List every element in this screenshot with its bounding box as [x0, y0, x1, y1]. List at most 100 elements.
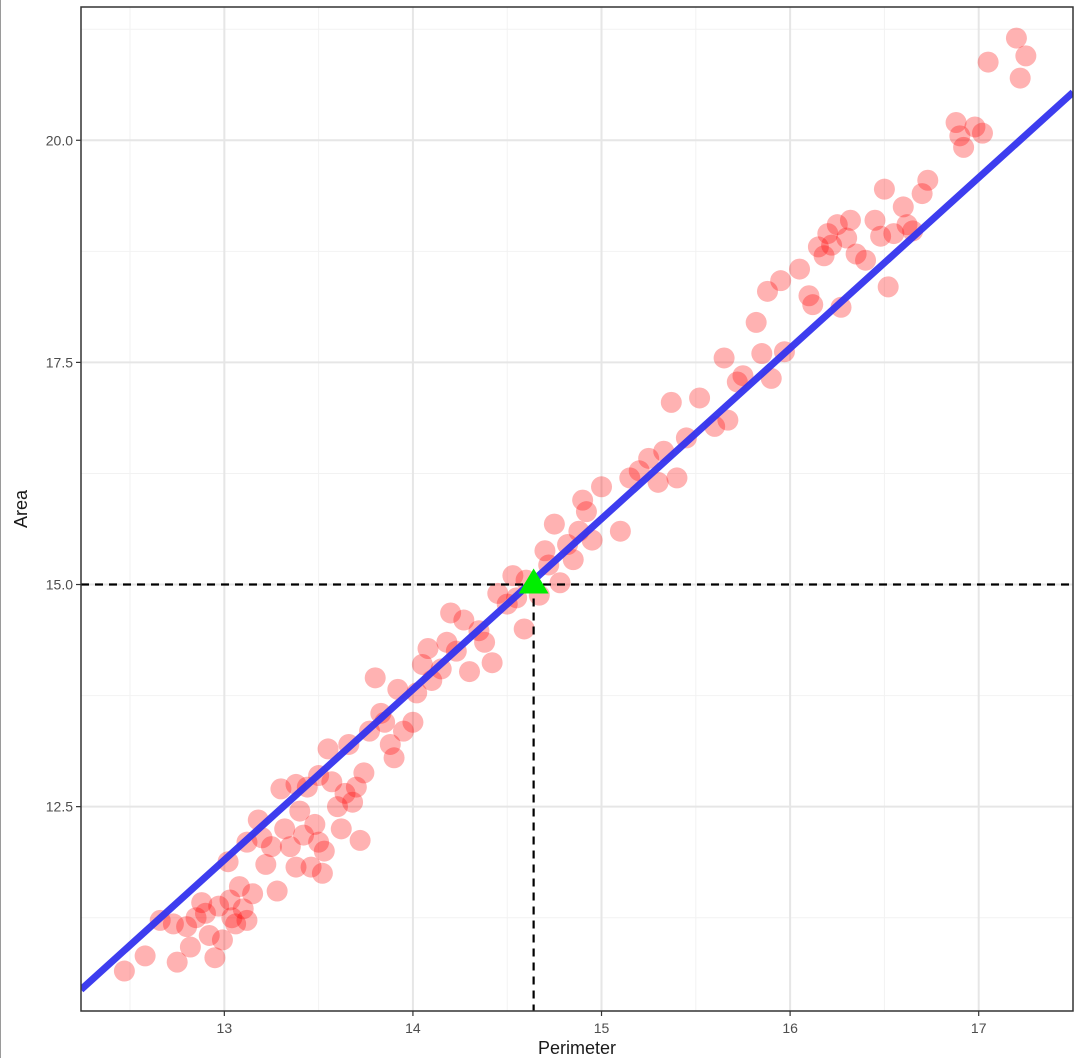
data-point	[279, 836, 301, 858]
data-point	[575, 501, 597, 523]
data-point	[949, 125, 971, 147]
data-point	[228, 876, 250, 898]
data-point	[274, 818, 296, 840]
data-point	[194, 902, 216, 924]
data-point	[855, 249, 877, 271]
y-tick-label: 17.5	[46, 354, 73, 370]
data-point	[1009, 67, 1031, 89]
data-point	[330, 818, 352, 840]
data-point	[713, 347, 735, 369]
data-point	[481, 652, 503, 674]
y-axis-title: Area	[11, 489, 31, 528]
data-point	[892, 196, 914, 218]
regression-line	[81, 89, 1073, 993]
data-point	[349, 829, 371, 851]
highlight-triangle-marker	[518, 568, 549, 594]
data-point	[911, 183, 933, 205]
data-point	[717, 409, 739, 431]
data-point	[817, 223, 839, 245]
data-point	[883, 223, 905, 245]
data-point	[945, 112, 967, 134]
data-point	[113, 960, 135, 982]
data-point	[502, 565, 524, 587]
x-tick-label: 16	[782, 1020, 798, 1036]
data-point	[964, 116, 986, 138]
data-point	[751, 343, 773, 365]
data-point	[313, 840, 335, 862]
y-tick-label: 12.5	[46, 799, 73, 815]
data-point	[864, 209, 886, 231]
data-point	[353, 762, 375, 784]
data-point	[953, 136, 975, 158]
data-point	[308, 831, 330, 853]
data-point	[732, 365, 754, 387]
data-point	[411, 653, 433, 675]
data-point	[572, 489, 594, 511]
data-point	[813, 245, 835, 267]
data-point	[459, 661, 481, 683]
data-point	[549, 572, 571, 594]
data-point	[176, 916, 198, 938]
data-point	[334, 782, 356, 804]
data-point	[236, 909, 258, 931]
data-point	[917, 169, 939, 191]
data-point	[821, 234, 843, 256]
data-point	[474, 631, 496, 653]
data-point	[647, 471, 669, 493]
data-point	[609, 520, 631, 542]
data-point	[383, 747, 405, 769]
data-point	[689, 387, 711, 409]
data-point	[300, 856, 322, 878]
data-point	[1005, 27, 1027, 49]
data-point	[660, 391, 682, 413]
grid-lines	[81, 7, 1074, 1011]
data-point	[270, 778, 292, 800]
data-point	[293, 824, 315, 846]
data-point	[225, 913, 247, 935]
data-point	[204, 947, 226, 969]
data-point	[745, 311, 767, 333]
data-point	[802, 294, 824, 316]
data-point	[289, 800, 311, 822]
data-point	[826, 214, 848, 236]
data-point	[877, 276, 899, 298]
y-tick-label: 15.0	[46, 577, 73, 593]
data-point	[221, 907, 243, 929]
data-point	[219, 889, 241, 911]
data-point	[543, 513, 565, 535]
data-point	[208, 895, 230, 917]
x-tick-label: 13	[217, 1020, 233, 1036]
data-point	[185, 907, 207, 929]
data-point	[392, 720, 414, 742]
data-point	[896, 214, 918, 236]
plot-panel-border	[80, 6, 1074, 1012]
axes: 13 14 15 16 17 12.5 15.0 17.5 20.0	[46, 132, 987, 1036]
x-tick-label: 17	[971, 1020, 987, 1036]
data-point	[789, 258, 811, 280]
data-point	[591, 476, 613, 498]
data-point	[666, 467, 688, 489]
x-tick-label: 15	[594, 1020, 610, 1036]
data-point	[345, 776, 367, 798]
data-point	[304, 813, 326, 835]
data-point	[191, 892, 213, 914]
data-point	[266, 880, 288, 902]
data-point	[836, 227, 858, 249]
data-point	[839, 209, 861, 231]
data-point	[379, 733, 401, 755]
x-tick-label: 14	[405, 1020, 421, 1036]
data-point	[211, 929, 233, 951]
data-point	[162, 913, 184, 935]
data-point	[638, 447, 660, 469]
data-point	[453, 609, 475, 631]
data-point	[487, 582, 509, 604]
data-point	[326, 796, 348, 818]
x-axis-title: Perimeter	[538, 1038, 616, 1058]
data-point	[807, 236, 829, 258]
data-point	[311, 862, 333, 884]
data-point	[402, 711, 424, 733]
data-point	[977, 51, 999, 73]
data-point	[242, 883, 264, 905]
